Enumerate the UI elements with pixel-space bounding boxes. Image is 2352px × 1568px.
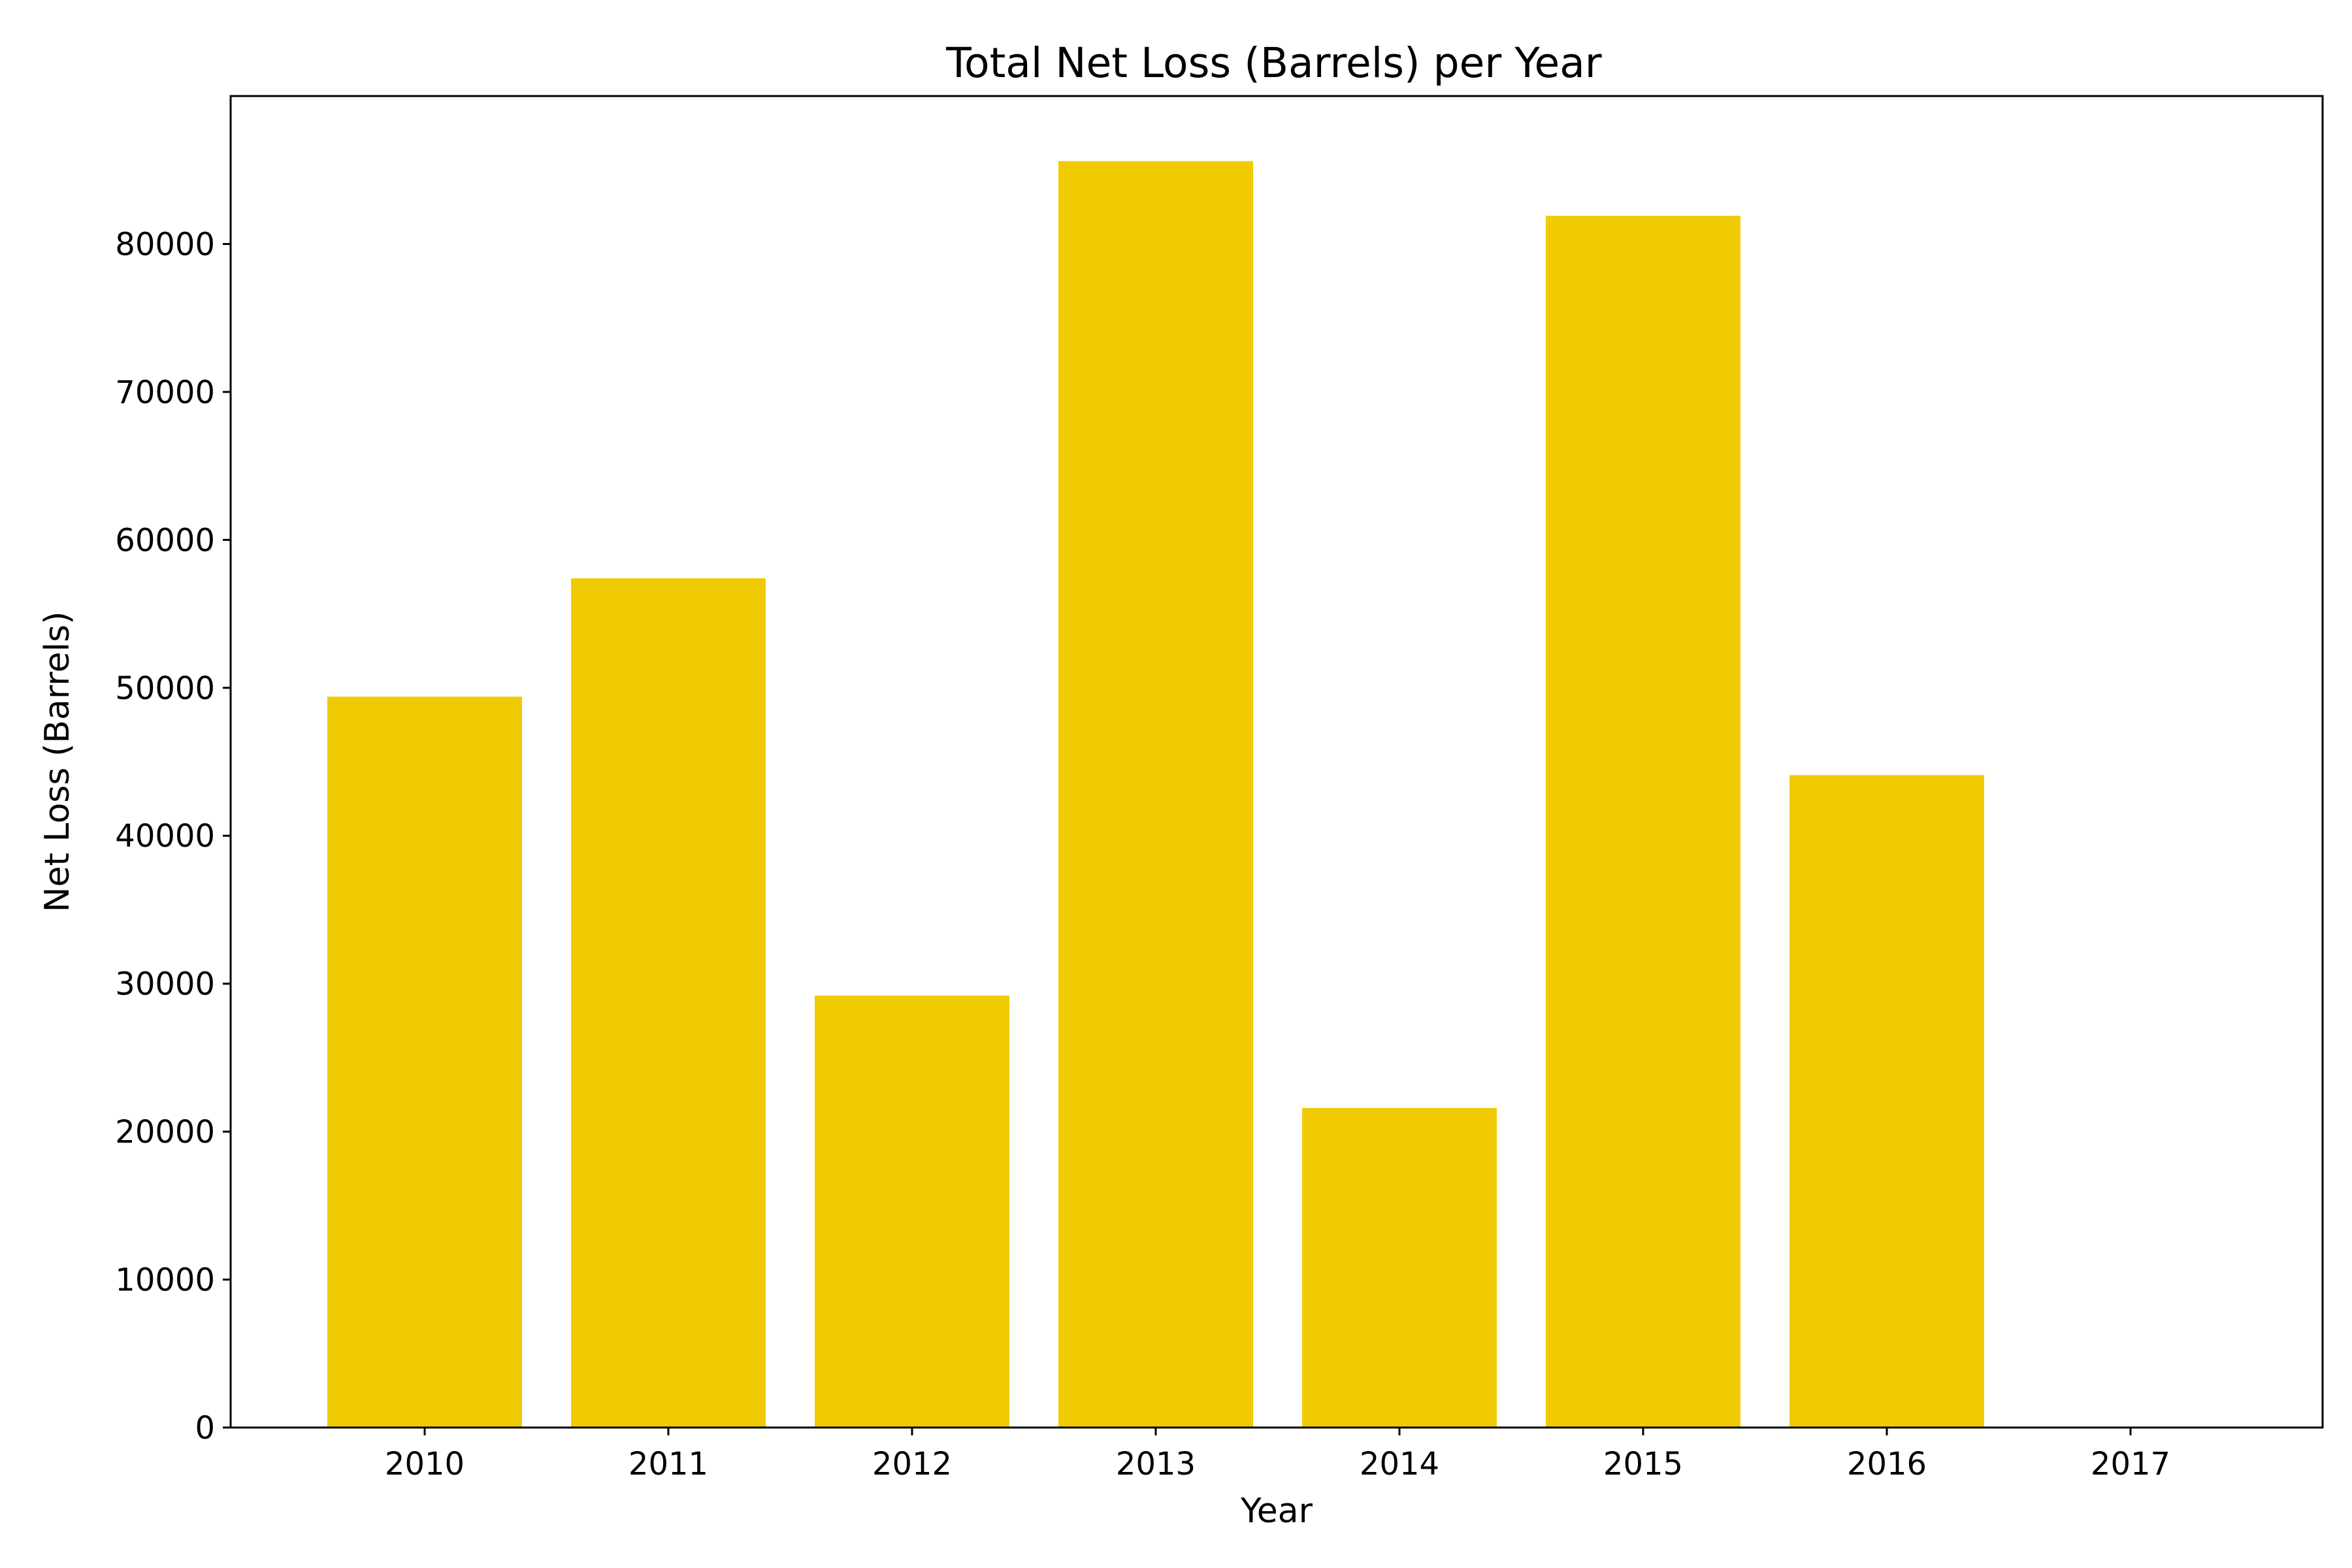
x-tick-label: 2017 [2091, 1446, 2170, 1482]
y-axis-ticks: 0 10000 20000 30000 40000 50000 60000 70000 8000… [115, 226, 231, 1446]
bar-2011 [571, 578, 766, 1428]
plot-frame [229, 95, 2324, 1429]
x-tick-label: 2015 [1603, 1446, 1683, 1482]
y-tick-label: 10000 [115, 1262, 215, 1299]
bar-2013 [1058, 161, 1253, 1428]
bar-2014 [1302, 1107, 1497, 1428]
y-tick-label: 30000 [115, 966, 215, 1003]
chart-title: Total Net Loss (Barrels) per Year [945, 39, 1602, 87]
y-axis-title: Net Loss (Barrels) [38, 612, 77, 913]
y-tick-label: 0 [195, 1410, 215, 1446]
bar-2010 [327, 696, 522, 1428]
x-tick-label: 2016 [1847, 1446, 1927, 1482]
y-tick-label: 40000 [115, 818, 215, 855]
x-tick-label: 2012 [872, 1446, 952, 1482]
x-axis-ticks: 2010 2011 2012 2013 2014 2015 2016 2017 [385, 1428, 2170, 1482]
y-tick-label: 20000 [115, 1114, 215, 1151]
x-axis-title: Year [1240, 1492, 1313, 1531]
bars-group [327, 161, 1984, 1428]
x-tick-label: 2014 [1360, 1446, 1439, 1482]
x-tick-label: 2013 [1116, 1446, 1196, 1482]
bar-2012 [815, 995, 1009, 1428]
y-tick-label: 80000 [115, 226, 215, 263]
x-tick-label: 2010 [385, 1446, 465, 1482]
y-tick-label: 70000 [115, 374, 215, 411]
bar-2016 [1789, 775, 1984, 1428]
x-tick-label: 2011 [629, 1446, 708, 1482]
y-tick-label: 60000 [115, 522, 215, 559]
bar-2015 [1546, 216, 1740, 1428]
y-tick-label: 50000 [115, 670, 215, 707]
